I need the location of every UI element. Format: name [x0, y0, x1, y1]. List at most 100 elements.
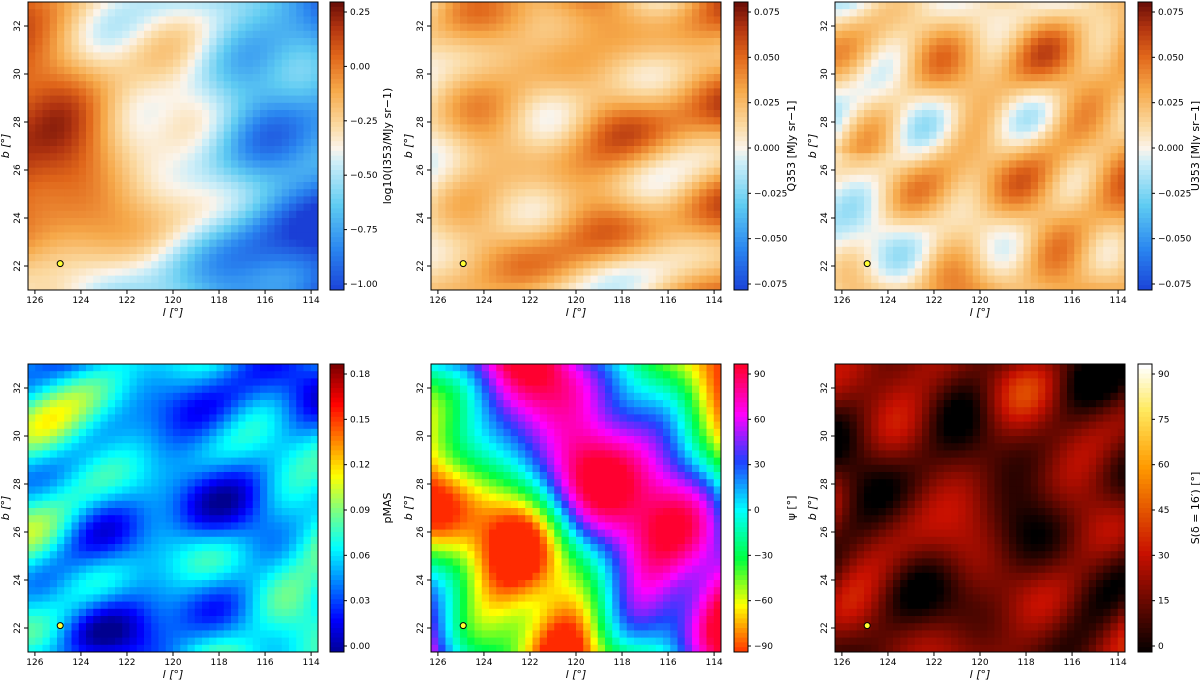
- heatmap-cell: [663, 60, 671, 68]
- heatmap-cell: [598, 45, 606, 53]
- heatmap-cell: [108, 60, 116, 68]
- heatmap-cell: [43, 67, 51, 75]
- heatmap-cell: [714, 74, 722, 82]
- heatmap-cell: [475, 189, 483, 197]
- heatmap-cell: [1024, 81, 1032, 89]
- heatmap-cell: [540, 132, 548, 140]
- heatmap-cell: [144, 117, 152, 125]
- heatmap-cell: [159, 45, 167, 53]
- heatmap-cell: [504, 211, 512, 219]
- heatmap-cell: [72, 31, 80, 39]
- heatmap-cell: [311, 247, 319, 255]
- heatmap-cell: [1103, 268, 1111, 276]
- heatmap-cell: [489, 232, 497, 240]
- heatmap-cell: [166, 276, 174, 284]
- heatmap-cell: [569, 2, 577, 10]
- heatmap-cell: [576, 276, 584, 284]
- heatmap-cell: [908, 2, 916, 10]
- heatmap-cell: [915, 45, 923, 53]
- heatmap-cell: [641, 204, 649, 212]
- heatmap-cell: [267, 189, 275, 197]
- heatmap-cell: [289, 240, 297, 248]
- heatmap-cell: [569, 189, 577, 197]
- heatmap-cell: [72, 146, 80, 154]
- heatmap-cell: [663, 67, 671, 75]
- heatmap-cell: [1111, 268, 1119, 276]
- heatmap-cell: [86, 139, 94, 147]
- heatmap-cell: [489, 189, 497, 197]
- heatmap-cell: [678, 261, 686, 269]
- heatmap-cell: [937, 2, 945, 10]
- heatmap-cell: [311, 60, 319, 68]
- heatmap-cell: [108, 254, 116, 262]
- heatmap-cell: [79, 45, 87, 53]
- heatmap-cell: [685, 283, 693, 291]
- heatmap-cell: [857, 196, 865, 204]
- heatmap-cell: [576, 204, 584, 212]
- heatmap-cell: [525, 146, 533, 154]
- heatmap-cell: [591, 175, 599, 183]
- heatmap-cell: [108, 139, 116, 147]
- heatmap-cell: [151, 103, 159, 111]
- heatmap-cell: [627, 175, 635, 183]
- heatmap-cell: [893, 24, 901, 32]
- heatmap-cell: [86, 38, 94, 46]
- heatmap-cell: [540, 225, 548, 233]
- heatmap-cell: [1002, 160, 1010, 168]
- heatmap-cell: [35, 16, 43, 24]
- heatmap-cell: [937, 60, 945, 68]
- heatmap-cell: [692, 196, 700, 204]
- heatmap-cell: [656, 211, 664, 219]
- heatmap-cell: [1053, 232, 1061, 240]
- heatmap-cell: [482, 139, 490, 147]
- heatmap-cell: [86, 81, 94, 89]
- y-tick-label: 32: [13, 20, 23, 31]
- heatmap-cell: [1074, 175, 1082, 183]
- heatmap-cell: [692, 254, 700, 262]
- heatmap-cell: [857, 139, 865, 147]
- heatmap-cell: [93, 52, 101, 60]
- heatmap-cell: [1024, 261, 1032, 269]
- heatmap-cell: [1045, 247, 1053, 255]
- heatmap-cell: [296, 225, 304, 233]
- heatmap-cell: [289, 211, 297, 219]
- heatmap-cell: [231, 88, 239, 96]
- heatmap-cell: [504, 283, 512, 291]
- heatmap-cell: [699, 261, 707, 269]
- heatmap-cell: [173, 24, 181, 32]
- heatmap-cell: [28, 117, 36, 125]
- heatmap-cell: [209, 139, 217, 147]
- heatmap-cell: [282, 124, 290, 132]
- heatmap-cell: [188, 268, 196, 276]
- heatmap-cell: [850, 240, 858, 248]
- heatmap-cell: [871, 232, 879, 240]
- heatmap-cell: [57, 139, 65, 147]
- heatmap-cell: [598, 232, 606, 240]
- heatmap-cell: [122, 283, 130, 291]
- heatmap-cell: [554, 204, 562, 212]
- heatmap-cell: [43, 117, 51, 125]
- heatmap-cell: [591, 124, 599, 132]
- heatmap-cell: [900, 160, 908, 168]
- heatmap-cell: [1031, 24, 1039, 32]
- heatmap-cell: [685, 24, 693, 32]
- heatmap-cell: [64, 146, 72, 154]
- heatmap-cell: [173, 168, 181, 176]
- heatmap-cell: [1053, 52, 1061, 60]
- heatmap-cell: [915, 182, 923, 190]
- heatmap-cell: [908, 218, 916, 226]
- heatmap-cell: [275, 88, 283, 96]
- heatmap-cell: [467, 31, 475, 39]
- heatmap-cell: [224, 38, 232, 46]
- heatmap-cell: [835, 9, 843, 17]
- heatmap-cell: [460, 283, 468, 291]
- heatmap-cell: [554, 139, 562, 147]
- heatmap-cell: [540, 124, 548, 132]
- heatmap-cell: [1016, 189, 1024, 197]
- heatmap-cell: [202, 218, 210, 226]
- heatmap-cell: [1045, 117, 1053, 125]
- heatmap-cell: [1009, 189, 1017, 197]
- heatmap-cell: [504, 168, 512, 176]
- heatmap-cell: [446, 276, 454, 284]
- heatmap-cell: [857, 81, 865, 89]
